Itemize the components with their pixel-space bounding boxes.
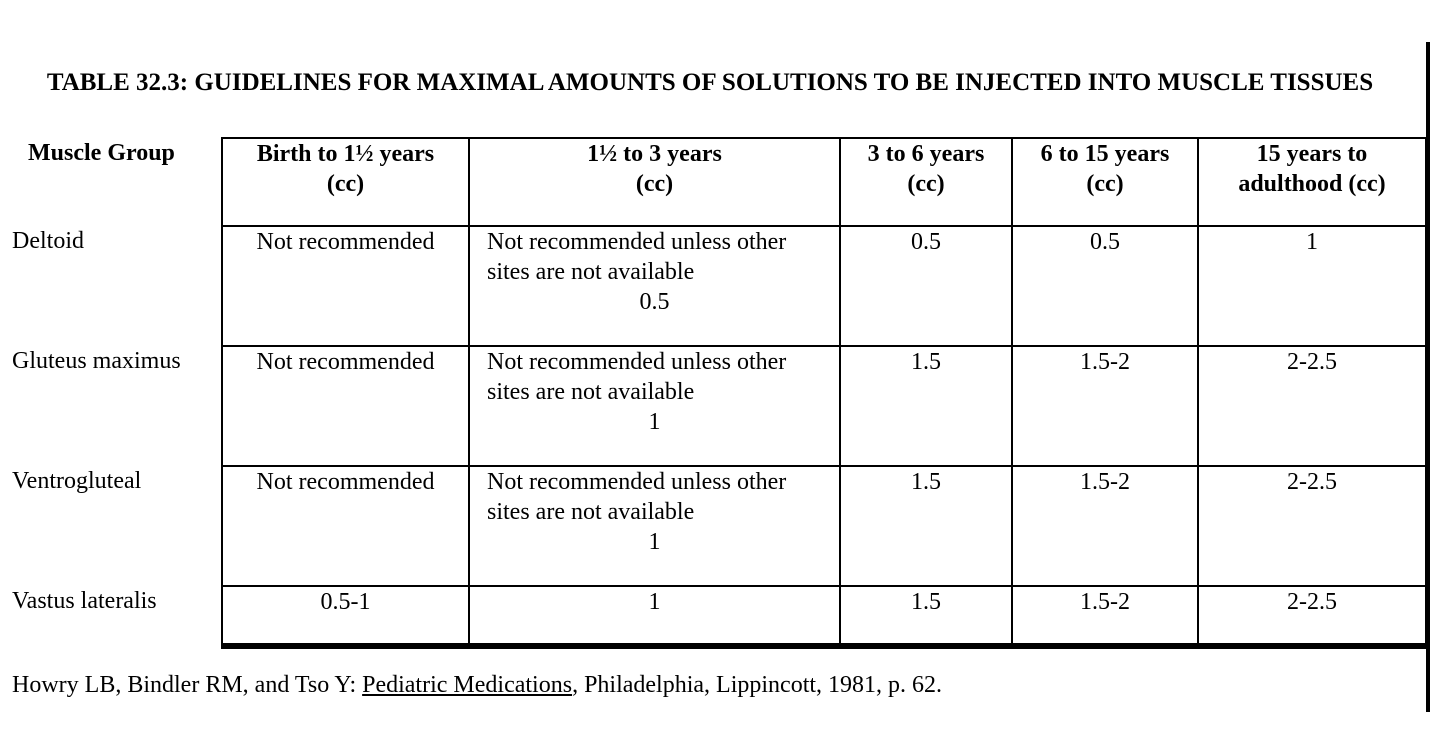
column-header-unit: (cc) <box>907 171 945 197</box>
15-to-adult-cell: 2-2.5 <box>1197 585 1427 649</box>
column-header-unit: (cc) <box>635 171 674 197</box>
muscle-group-cell: Ventrogluteal <box>12 468 142 494</box>
source-citation: Howry LB, Bindler RM, and Tso Y: Pediatr… <box>12 670 942 700</box>
right-margin-rule <box>1426 42 1430 712</box>
column-header-line: 1½ to 3 years <box>587 141 722 167</box>
birth-to-1-5-cell: 0.5-1 <box>221 585 470 649</box>
header-row: Muscle Group Birth to 1½ years (cc) 1½ t… <box>0 137 1427 226</box>
column-header-line: Birth to 1½ years <box>256 141 435 167</box>
1-5-to-3-cell: Not recommended unless other sites are n… <box>468 465 841 586</box>
cell-value: 1 <box>648 529 661 555</box>
column-header-3-to-6-years: 3 to 6 years (cc) <box>839 137 1013 226</box>
3-to-6-cell: 0.5 <box>839 225 1013 346</box>
6-to-15-cell: 1.5-2 <box>1011 585 1199 649</box>
table-row-gluteus-maximus: Gluteus maximus Not recommended Not reco… <box>0 345 1427 466</box>
6-to-15-cell: 0.5 <box>1011 225 1199 346</box>
1-5-to-3-cell: Not recommended unless other sites are n… <box>468 225 841 346</box>
citation-authors: Howry LB, Bindler RM, and Tso Y: <box>12 672 363 698</box>
column-header-line: 6 to 15 years <box>1040 141 1170 167</box>
cell-note-line: sites are not available <box>487 499 695 525</box>
table-row-vastus-lateralis: Vastus lateralis 0.5-1 1 1.5 1.5-2 2-2.5 <box>0 585 1427 649</box>
muscle-group-cell: Deltoid <box>12 228 84 254</box>
column-header-unit: adulthood (cc) <box>1238 171 1386 197</box>
15-to-adult-cell: 2-2.5 <box>1197 345 1427 466</box>
column-header-1-5-to-3-years: 1½ to 3 years (cc) <box>468 137 841 226</box>
6-to-15-cell: 1.5-2 <box>1011 345 1199 466</box>
column-header-6-to-15-years: 6 to 15 years (cc) <box>1011 137 1199 226</box>
6-to-15-cell: 1.5-2 <box>1011 465 1199 586</box>
citation-publisher: , Philadelphia, Lippincott, 1981, p. 62. <box>572 672 943 698</box>
column-header-line: 15 years to <box>1256 141 1368 167</box>
column-header-unit: (cc) <box>1086 171 1124 197</box>
birth-to-1-5-cell: Not recommended <box>221 225 470 346</box>
table-row-ventrogluteal: Ventrogluteal Not recommended Not recomm… <box>0 465 1427 586</box>
column-header-muscle-group: Muscle Group <box>28 140 175 166</box>
cell-note-line: Not recommended unless other <box>487 349 787 375</box>
cell-note-line: sites are not available <box>487 379 695 405</box>
cell-value: 1 <box>648 409 661 435</box>
muscle-group-cell: Gluteus maximus <box>12 348 181 374</box>
column-header-line: 3 to 6 years <box>867 141 985 167</box>
1-5-to-3-cell: Not recommended unless other sites are n… <box>468 345 841 466</box>
3-to-6-cell: 1.5 <box>839 585 1013 649</box>
cell-value: 0.5 <box>639 289 670 315</box>
muscle-group-cell: Vastus lateralis <box>12 588 157 614</box>
column-header-15-years-to-adulthood: 15 years to adulthood (cc) <box>1197 137 1427 226</box>
guidelines-table: Muscle Group Birth to 1½ years (cc) 1½ t… <box>0 137 1427 649</box>
birth-to-1-5-cell: Not recommended <box>221 345 470 466</box>
3-to-6-cell: 1.5 <box>839 345 1013 466</box>
cell-note-line: sites are not available <box>487 259 695 285</box>
column-header-birth-to-1-5-years: Birth to 1½ years (cc) <box>221 137 470 226</box>
citation-book-title: Pediatric Medications <box>362 672 573 698</box>
cell-note-line: Not recommended unless other <box>487 229 787 255</box>
1-5-to-3-cell: 1 <box>468 585 841 649</box>
table-title: TABLE 32.3: GUIDELINES FOR MAXIMAL AMOUN… <box>46 69 1374 96</box>
column-header-unit: (cc) <box>326 171 365 197</box>
cell-note-line: Not recommended unless other <box>487 469 787 495</box>
birth-to-1-5-cell: Not recommended <box>221 465 470 586</box>
15-to-adult-cell: 2-2.5 <box>1197 465 1427 586</box>
15-to-adult-cell: 1 <box>1197 225 1427 346</box>
3-to-6-cell: 1.5 <box>839 465 1013 586</box>
table-row-deltoid: Deltoid Not recommended Not recommended … <box>0 225 1427 346</box>
